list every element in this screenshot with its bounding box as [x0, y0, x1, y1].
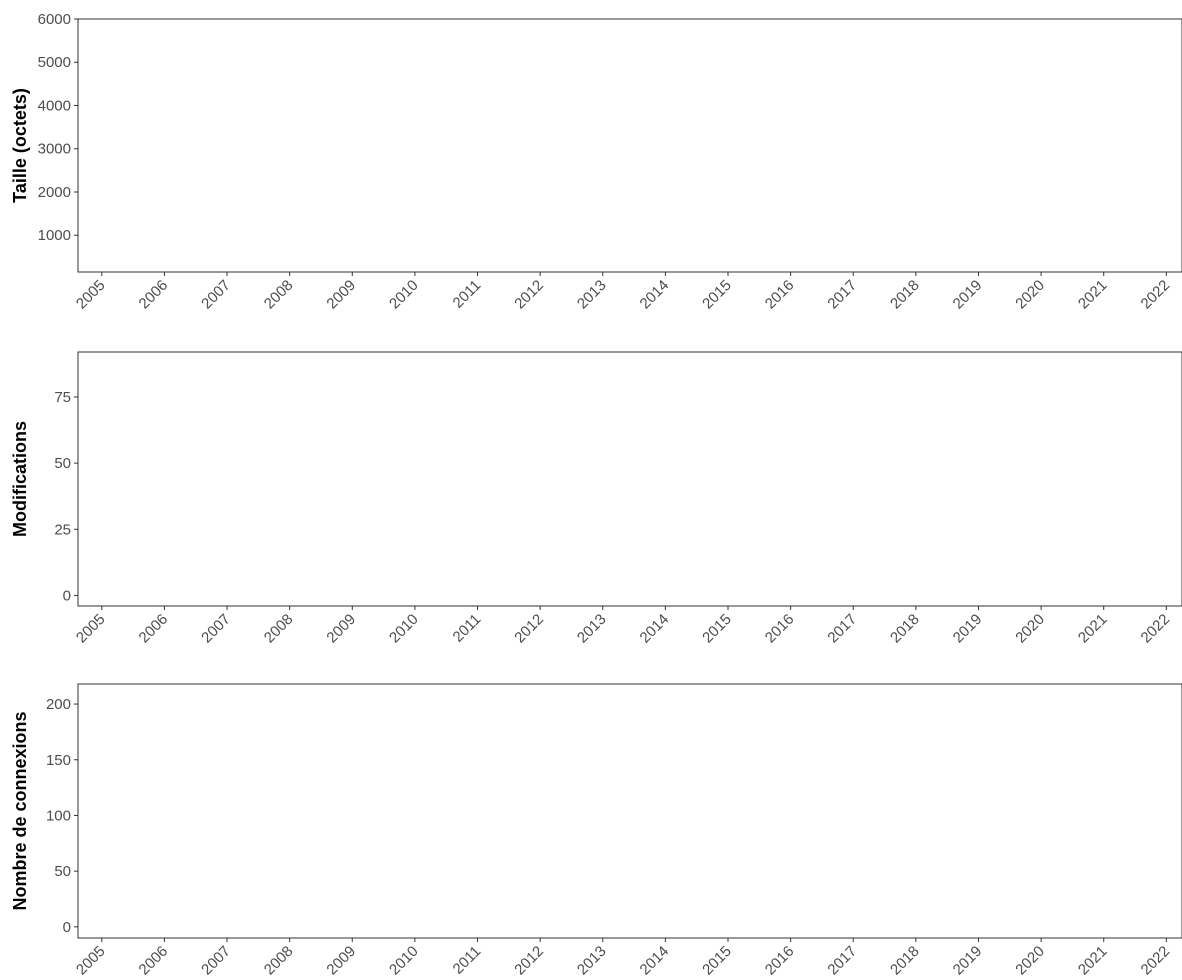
- x-tick-label: 2009: [323, 943, 359, 979]
- panel-size-line-chart: Taille (octets) 1000 2000 3000 4000 5000 6000…: [10, 11, 1182, 312]
- x-tick-label: 2014: [637, 611, 673, 647]
- x-tick-label: 2016: [762, 943, 798, 979]
- x-tick-label: 2013: [574, 943, 610, 979]
- x-tick-label: 2005: [73, 277, 109, 313]
- y-tick-label: 1000: [38, 227, 71, 244]
- x-tick-label: 2020: [1012, 277, 1048, 313]
- x-tick-label: 2022: [1138, 277, 1174, 313]
- x-tick-label: 2011: [450, 943, 485, 978]
- x-tick-label: 2011: [450, 611, 485, 646]
- y-tick-label: 50: [54, 863, 71, 880]
- y-tick-label: 50: [54, 455, 71, 472]
- x-tick-label: 2019: [950, 277, 986, 313]
- y-axis: 0 50 100 150 200: [46, 696, 78, 936]
- x-tick-label: 2013: [574, 277, 610, 313]
- y-tick-label: 5000: [38, 54, 71, 71]
- x-tick-label: 2006: [136, 277, 172, 313]
- y-tick-label: 0: [63, 919, 71, 936]
- x-tick-label: 2013: [574, 611, 610, 647]
- x-tick-label: 2007: [198, 943, 234, 979]
- x-tick-label: 2008: [261, 277, 297, 313]
- x-axis: 2005 2006 2007 2008 2009 2010 2011 2012 2013 2014…: [73, 938, 1173, 978]
- x-tick-label: 2009: [323, 277, 359, 313]
- x-tick-label: 2018: [887, 943, 923, 979]
- x-tick-label: 2008: [261, 611, 297, 647]
- y-axis: 1000 2000 3000 4000 5000 6000: [38, 11, 78, 244]
- x-tick-label: 2017: [824, 611, 860, 647]
- x-tick-label: 2015: [699, 277, 735, 313]
- x-tick-label: 2005: [73, 611, 109, 647]
- x-tick-label: 2018: [887, 611, 923, 647]
- x-tick-label: 2012: [511, 277, 547, 313]
- x-tick-label: 2009: [323, 611, 359, 647]
- x-tick-label: 2019: [950, 611, 986, 647]
- x-tick-label: 2021: [1075, 943, 1111, 979]
- panel-border: [77, 683, 1182, 939]
- x-tick-label: 2010: [386, 277, 422, 313]
- x-tick-label: 2018: [887, 277, 923, 313]
- x-tick-label: 2017: [824, 943, 860, 979]
- y-tick-label: 6000: [38, 11, 71, 28]
- y-tick-label: 150: [46, 752, 71, 769]
- x-tick-label: 2012: [511, 943, 547, 979]
- y-axis: 0 25 50 75: [54, 389, 78, 604]
- y-tick-label: 100: [46, 807, 71, 824]
- x-tick-label: 2006: [136, 611, 172, 647]
- x-tick-label: 2011: [450, 277, 485, 312]
- x-tick-label: 2012: [511, 611, 547, 647]
- x-tick-label: 2014: [637, 277, 673, 313]
- x-axis: 2005 2006 2007 2008 2009 2010 2011 2012 2013 2014…: [73, 272, 1173, 312]
- y-tick-label: 200: [46, 696, 71, 713]
- x-tick-label: 2007: [198, 277, 234, 313]
- y-axis-title-size: Taille (octets): [10, 88, 30, 203]
- panel-border: [77, 351, 1182, 607]
- y-tick-label: 0: [63, 587, 71, 604]
- y-tick-label: 2000: [38, 184, 71, 201]
- x-tick-label: 2010: [386, 943, 422, 979]
- y-axis-title-modifications: Modifications: [10, 421, 30, 537]
- x-tick-label: 2022: [1138, 943, 1174, 979]
- y-tick-label: 3000: [38, 141, 71, 158]
- x-tick-label: 2010: [386, 611, 422, 647]
- x-tick-label: 2015: [699, 611, 735, 647]
- x-tick-label: 2007: [198, 611, 234, 647]
- x-tick-label: 2020: [1012, 611, 1048, 647]
- x-tick-label: 2021: [1075, 277, 1111, 313]
- y-tick-label: 25: [54, 521, 71, 538]
- x-tick-label: 2016: [762, 277, 798, 313]
- panel-border: [77, 18, 1182, 273]
- x-tick-label: 2006: [136, 943, 172, 979]
- x-tick-label: 2008: [261, 943, 297, 979]
- y-tick-label: 75: [54, 389, 71, 406]
- y-axis-title-connections: Nombre de connexions: [10, 711, 30, 910]
- x-tick-label: 2020: [1012, 943, 1048, 979]
- x-tick-label: 2022: [1138, 611, 1174, 647]
- x-tick-label: 2014: [637, 943, 673, 979]
- x-tick-label: 2021: [1075, 611, 1111, 647]
- x-axis: 2005 2006 2007 2008 2009 2010 2011 2012 2013 2014…: [73, 606, 1173, 646]
- x-tick-label: 2019: [950, 943, 986, 979]
- x-tick-label: 2005: [73, 943, 109, 979]
- x-tick-label: 2015: [699, 943, 735, 979]
- x-tick-label: 2016: [762, 611, 798, 647]
- y-tick-label: 4000: [38, 97, 71, 114]
- x-tick-label: 2017: [824, 277, 860, 313]
